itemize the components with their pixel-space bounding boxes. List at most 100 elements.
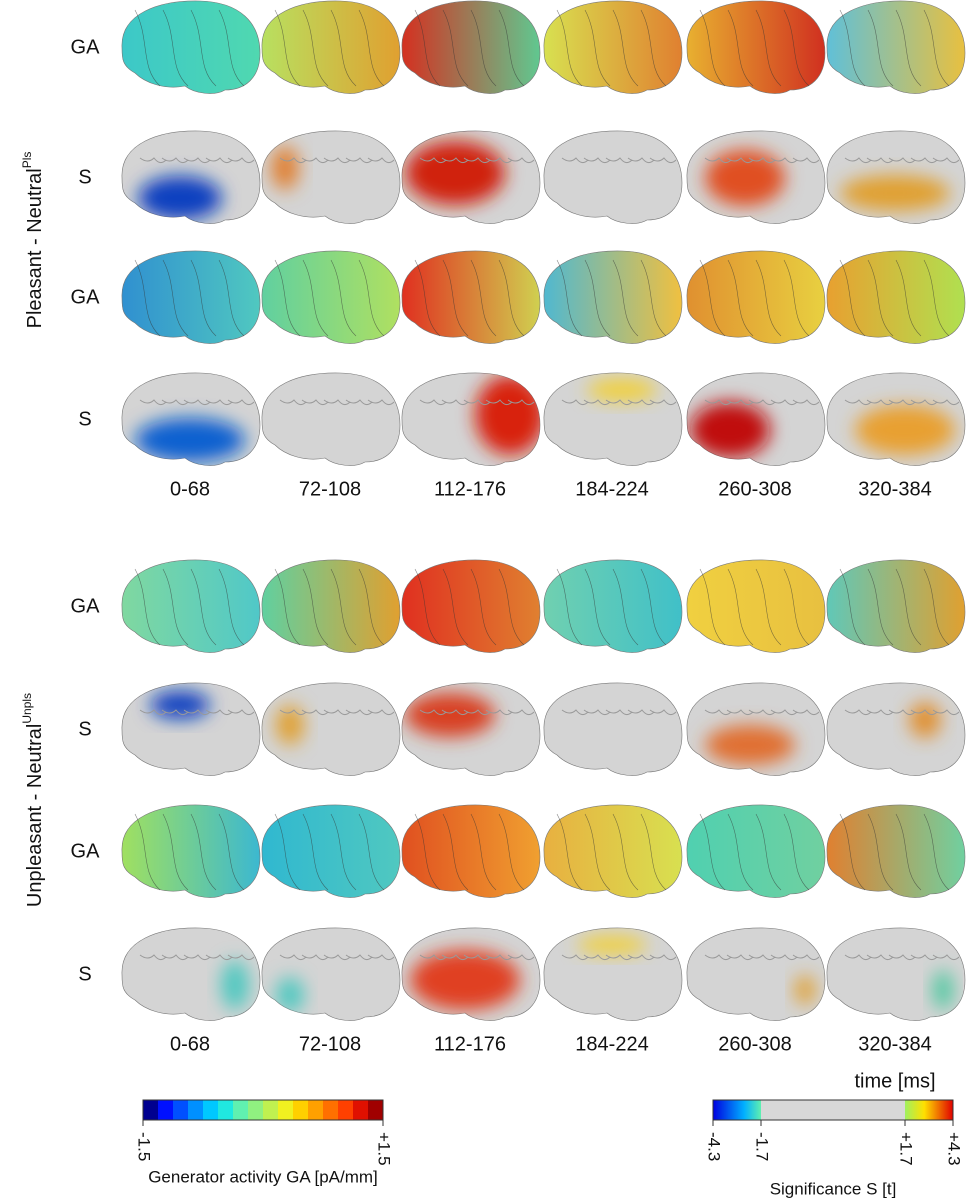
sulcus [419, 399, 447, 406]
contour [699, 813, 726, 891]
sulcus [463, 709, 491, 716]
sulcus [888, 954, 916, 961]
activation-blob [840, 175, 950, 211]
sulcus [279, 709, 307, 716]
sulcus [910, 399, 938, 406]
sulcus [583, 954, 611, 961]
activation-blob [705, 150, 785, 206]
contour [584, 813, 611, 891]
brain-surface [261, 559, 401, 653]
sulcus [279, 954, 307, 961]
contour [895, 568, 922, 646]
sulcus [345, 954, 373, 961]
panel-label: Pleasant - NeutralPls [20, 152, 46, 329]
contour [274, 813, 301, 891]
contour [442, 9, 469, 87]
sulcus [507, 157, 535, 164]
sulcus [932, 709, 960, 716]
contour [190, 813, 217, 891]
sulcus [507, 399, 535, 406]
sulcus [561, 954, 589, 961]
sulcus [279, 399, 307, 406]
activation-blob [577, 935, 647, 955]
sulcus [726, 709, 754, 716]
brain [543, 804, 683, 898]
contour [584, 568, 611, 646]
sulcus [485, 709, 513, 716]
activation-blob [855, 405, 955, 455]
brain-surface [826, 682, 966, 776]
brain [401, 927, 541, 1021]
colorbar-title: Significance S [t] [770, 1179, 897, 1198]
time-window-label: 72-108 [299, 1033, 361, 1055]
sulcus [844, 709, 872, 716]
contour [895, 813, 922, 891]
time-window-label: 320-384 [858, 1033, 931, 1055]
brain-surface [826, 804, 966, 898]
sulcus [605, 709, 633, 716]
contour [470, 813, 497, 891]
sulcus [301, 709, 329, 716]
contour [470, 568, 497, 646]
sulcus [301, 157, 329, 164]
sulcus [605, 157, 633, 164]
contour [755, 813, 782, 891]
brain [826, 0, 966, 94]
sulcus [183, 157, 211, 164]
activation [475, 375, 540, 455]
colorbar-tick-label: +1.7 [897, 1132, 916, 1166]
activation [705, 150, 785, 206]
brain [686, 927, 826, 1021]
sulcus [792, 709, 820, 716]
colorbar-tick-label: -4.3 [705, 1132, 724, 1161]
brain-surface [826, 250, 966, 344]
contour [839, 813, 866, 891]
sulcus [323, 954, 351, 961]
time-window-label: 0-68 [170, 1033, 210, 1055]
activation-blob [705, 725, 795, 765]
activation [933, 970, 953, 1010]
brain-surface [121, 250, 261, 344]
colorbar-title: Generator activity GA [pA/mm] [148, 1167, 378, 1186]
panel-label-text: Unpleasant - Neutral [24, 724, 46, 907]
colorbar-swatch [248, 1100, 263, 1120]
contour [640, 568, 667, 646]
activation [855, 405, 955, 455]
contour [556, 568, 583, 646]
contour [162, 9, 189, 87]
contour [358, 259, 385, 337]
contour [556, 259, 583, 337]
brain [401, 559, 541, 653]
panel-label-sup: Pls [20, 152, 34, 169]
sulcus [583, 709, 611, 716]
activation-blob [276, 977, 304, 1013]
contour [134, 813, 161, 891]
brain [543, 682, 683, 776]
brain [686, 559, 826, 653]
activation-blob [405, 693, 495, 737]
sulcus [441, 954, 469, 961]
sulcus [139, 954, 167, 961]
sulcus [205, 709, 233, 716]
brain-surface [261, 372, 401, 466]
sulcus [419, 954, 447, 961]
time-window-label: 260-308 [718, 1033, 791, 1055]
sulcus [748, 157, 776, 164]
brain-surface [543, 927, 683, 1021]
colorbar-swatch [353, 1100, 368, 1120]
contour [134, 568, 161, 646]
colorbar-swatch [293, 1100, 308, 1120]
contour [612, 813, 639, 891]
contour [839, 9, 866, 87]
sulcus [605, 954, 633, 961]
brain [261, 559, 401, 653]
brain [261, 804, 401, 898]
sulcus [507, 954, 535, 961]
activation [577, 935, 647, 955]
panel-label-sup: Unpls [20, 693, 34, 724]
sulcus [649, 954, 677, 961]
contour [414, 9, 441, 87]
contour [162, 568, 189, 646]
sulcus [441, 399, 469, 406]
contour [584, 9, 611, 87]
